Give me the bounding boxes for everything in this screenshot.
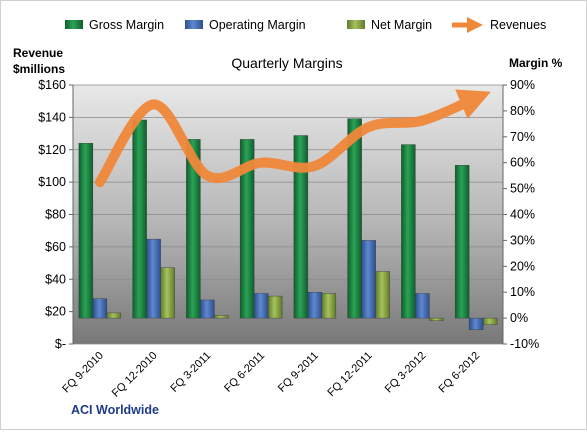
left-tick-label: $60 bbox=[45, 240, 66, 254]
bar-net-margin bbox=[321, 293, 337, 319]
bar-operating-margin bbox=[361, 240, 376, 319]
left-tick-label: $- bbox=[55, 337, 66, 351]
bar-net-margin bbox=[106, 312, 122, 319]
legend-swatch-operating-margin bbox=[185, 20, 203, 29]
revenue-line bbox=[94, 89, 491, 188]
bar-gross-margin bbox=[132, 119, 147, 319]
right-tick-label: 10% bbox=[510, 285, 535, 299]
left-tick-label: $40 bbox=[45, 272, 66, 286]
category-label: FQ 6-2012 bbox=[437, 350, 483, 396]
legend-label-operating-margin: Operating Margin bbox=[209, 18, 306, 32]
left-tick-label: $120 bbox=[38, 143, 66, 157]
left-tick-label: $160 bbox=[38, 78, 66, 92]
bar-operating-margin bbox=[146, 238, 161, 319]
right-tick-label: 80% bbox=[510, 104, 535, 118]
bar-net-margin bbox=[375, 271, 390, 319]
left-tick-label: $80 bbox=[45, 208, 66, 222]
bar-operating-margin bbox=[468, 317, 484, 330]
left-tick-label: $100 bbox=[38, 175, 66, 189]
right-axis-title: Margin % bbox=[509, 56, 563, 70]
chart-title: Quarterly Margins bbox=[231, 55, 342, 71]
right-tick-label: 60% bbox=[510, 156, 535, 170]
right-tick-label: 40% bbox=[510, 208, 535, 222]
bar-net-margin bbox=[267, 295, 283, 319]
left-tick-label: $20 bbox=[45, 305, 66, 319]
left-axis-ticks: $- $20 $40 $60 $80 $100 $120 $140 $160 bbox=[38, 78, 74, 351]
right-tick-label: 50% bbox=[510, 182, 535, 196]
right-tick-label: 30% bbox=[510, 233, 535, 247]
category-labels: FQ 9-2010 FQ 12-2010 FQ 3-2011 FQ 6-2011 FQ … bbox=[60, 350, 482, 400]
bar-gross-margin bbox=[454, 165, 470, 319]
bar-operating-margin bbox=[200, 299, 215, 319]
bars bbox=[78, 118, 498, 330]
bar-gross-margin bbox=[186, 139, 201, 319]
bar-operating-margin bbox=[253, 293, 269, 319]
bar-gross-margin bbox=[293, 135, 309, 319]
category-label: FQ 3-2012 bbox=[383, 350, 429, 396]
bar-operating-margin bbox=[92, 298, 108, 319]
legend-label-gross-margin: Gross Margin bbox=[89, 18, 164, 32]
bar-gross-margin bbox=[239, 139, 255, 319]
bar-net-margin bbox=[429, 317, 444, 321]
category-label: FQ 6-2011 bbox=[222, 350, 267, 395]
legend-swatch-gross-margin bbox=[65, 20, 83, 29]
right-tick-label: 70% bbox=[510, 130, 535, 144]
left-axis-title-line1: Revenue bbox=[13, 46, 63, 60]
bar-gross-margin bbox=[401, 144, 416, 319]
legend-label-net-margin: Net Margin bbox=[371, 18, 432, 32]
right-tick-label: 20% bbox=[510, 259, 535, 273]
bar-operating-margin bbox=[415, 293, 430, 319]
bar-gross-margin bbox=[347, 118, 362, 319]
legend-revenues: Revenues bbox=[452, 16, 546, 34]
legend-swatch-net-margin bbox=[347, 20, 365, 29]
category-label: FQ 9-2011 bbox=[276, 350, 321, 395]
category-label: FQ 12-2011 bbox=[325, 350, 374, 399]
right-axis-ticks: -10% 0% 10% 20% 30% 40% 50% 60% 70% 80% 90% bbox=[502, 78, 539, 351]
right-tick-label: 90% bbox=[510, 78, 535, 92]
left-tick-label: $140 bbox=[38, 110, 66, 124]
category-label: FQ 12-2010 bbox=[110, 350, 160, 400]
category-label: FQ 3-2011 bbox=[168, 350, 213, 395]
legend-net-margin: Net Margin bbox=[347, 18, 432, 32]
right-tick-label: 0% bbox=[510, 311, 528, 325]
legend-gross-margin: Gross Margin bbox=[65, 18, 164, 32]
legend: Gross Margin Operating Margin Net Margin… bbox=[65, 16, 546, 34]
legend-operating-margin: Operating Margin bbox=[185, 18, 306, 32]
bar-gross-margin bbox=[78, 143, 94, 319]
bar-net-margin bbox=[482, 317, 498, 325]
right-tick-label: -10% bbox=[510, 337, 539, 351]
bar-operating-margin bbox=[307, 292, 323, 319]
bar-net-margin bbox=[160, 267, 175, 319]
legend-label-revenues: Revenues bbox=[490, 18, 546, 32]
company-name: ACI Worldwide bbox=[71, 403, 159, 417]
left-axis-title-line2: $millions bbox=[13, 62, 65, 76]
bar-net-margin bbox=[214, 315, 229, 319]
revenues-line bbox=[94, 89, 491, 188]
category-label: FQ 9-2010 bbox=[60, 350, 106, 396]
